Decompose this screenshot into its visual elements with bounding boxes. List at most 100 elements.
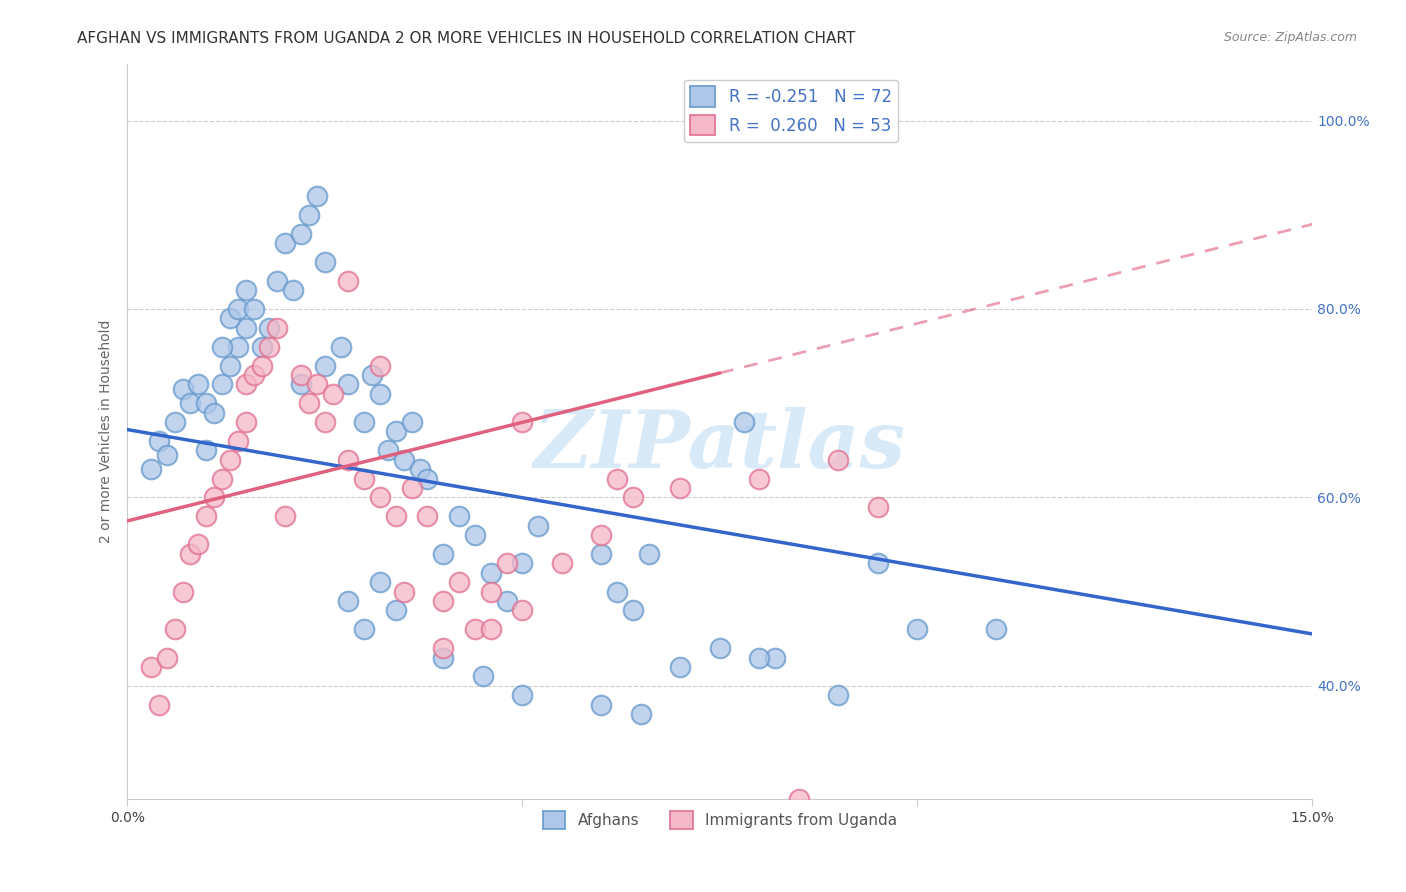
Point <box>259 321 281 335</box>
Text: Source: ZipAtlas.com: Source: ZipAtlas.com <box>1223 31 1357 45</box>
Point <box>172 584 194 599</box>
Point <box>630 707 652 722</box>
Point <box>464 528 486 542</box>
Point <box>235 283 257 297</box>
Point <box>329 340 352 354</box>
Point <box>187 537 209 551</box>
Point <box>337 377 360 392</box>
Point <box>337 274 360 288</box>
Point <box>305 189 328 203</box>
Point <box>866 557 889 571</box>
Point <box>471 669 494 683</box>
Point <box>314 415 336 429</box>
Point <box>385 509 408 524</box>
Point <box>401 481 423 495</box>
Point <box>235 321 257 335</box>
Point <box>219 359 242 373</box>
Point <box>195 443 218 458</box>
Point <box>202 491 225 505</box>
Point <box>621 603 644 617</box>
Point <box>385 425 408 439</box>
Point <box>669 660 692 674</box>
Point <box>748 471 770 485</box>
Point <box>368 491 391 505</box>
Point <box>163 415 186 429</box>
Point <box>235 377 257 392</box>
Point <box>211 377 233 392</box>
Point <box>510 415 533 429</box>
Point <box>377 443 399 458</box>
Point <box>527 518 550 533</box>
Point <box>368 386 391 401</box>
Point <box>432 547 454 561</box>
Point <box>202 406 225 420</box>
Point <box>337 452 360 467</box>
Point <box>156 448 179 462</box>
Point <box>432 641 454 656</box>
Point <box>195 396 218 410</box>
Point <box>669 481 692 495</box>
Point <box>510 557 533 571</box>
Point <box>392 584 415 599</box>
Point <box>242 301 264 316</box>
Point <box>368 359 391 373</box>
Point <box>464 622 486 636</box>
Point <box>250 340 273 354</box>
Point <box>368 575 391 590</box>
Point <box>226 434 249 448</box>
Point <box>637 547 659 561</box>
Point <box>449 575 471 590</box>
Point <box>298 208 321 222</box>
Point <box>401 415 423 429</box>
Point <box>283 283 305 297</box>
Point <box>314 255 336 269</box>
Point <box>195 509 218 524</box>
Point <box>290 377 312 392</box>
Point <box>266 274 288 288</box>
Point <box>748 650 770 665</box>
Point <box>827 452 849 467</box>
Point <box>551 557 574 571</box>
Point <box>163 622 186 636</box>
Point <box>591 698 613 712</box>
Point <box>314 359 336 373</box>
Text: AFGHAN VS IMMIGRANTS FROM UGANDA 2 OR MORE VEHICLES IN HOUSEHOLD CORRELATION CHA: AFGHAN VS IMMIGRANTS FROM UGANDA 2 OR MO… <box>77 31 856 46</box>
Point <box>495 557 517 571</box>
Point <box>827 688 849 702</box>
Point <box>219 452 242 467</box>
Point <box>361 368 384 382</box>
Point <box>385 603 408 617</box>
Point <box>211 471 233 485</box>
Point <box>139 462 162 476</box>
Point <box>591 547 613 561</box>
Point <box>148 698 170 712</box>
Point <box>211 340 233 354</box>
Point <box>408 462 430 476</box>
Point <box>250 359 273 373</box>
Point <box>156 650 179 665</box>
Point <box>235 415 257 429</box>
Point <box>733 415 755 429</box>
Point <box>337 594 360 608</box>
Point <box>606 584 628 599</box>
Point <box>866 500 889 514</box>
Point <box>148 434 170 448</box>
Point <box>298 396 321 410</box>
Point <box>449 509 471 524</box>
Point <box>416 471 439 485</box>
Point <box>305 377 328 392</box>
Point <box>266 321 288 335</box>
Point <box>172 382 194 396</box>
Legend: Afghans, Immigrants from Uganda: Afghans, Immigrants from Uganda <box>537 805 903 835</box>
Point <box>242 368 264 382</box>
Point <box>290 227 312 241</box>
Point <box>606 471 628 485</box>
Point <box>905 622 928 636</box>
Point <box>432 650 454 665</box>
Point <box>479 566 502 580</box>
Point <box>179 396 201 410</box>
Point <box>763 650 786 665</box>
Point <box>510 688 533 702</box>
Point <box>353 471 375 485</box>
Point <box>479 584 502 599</box>
